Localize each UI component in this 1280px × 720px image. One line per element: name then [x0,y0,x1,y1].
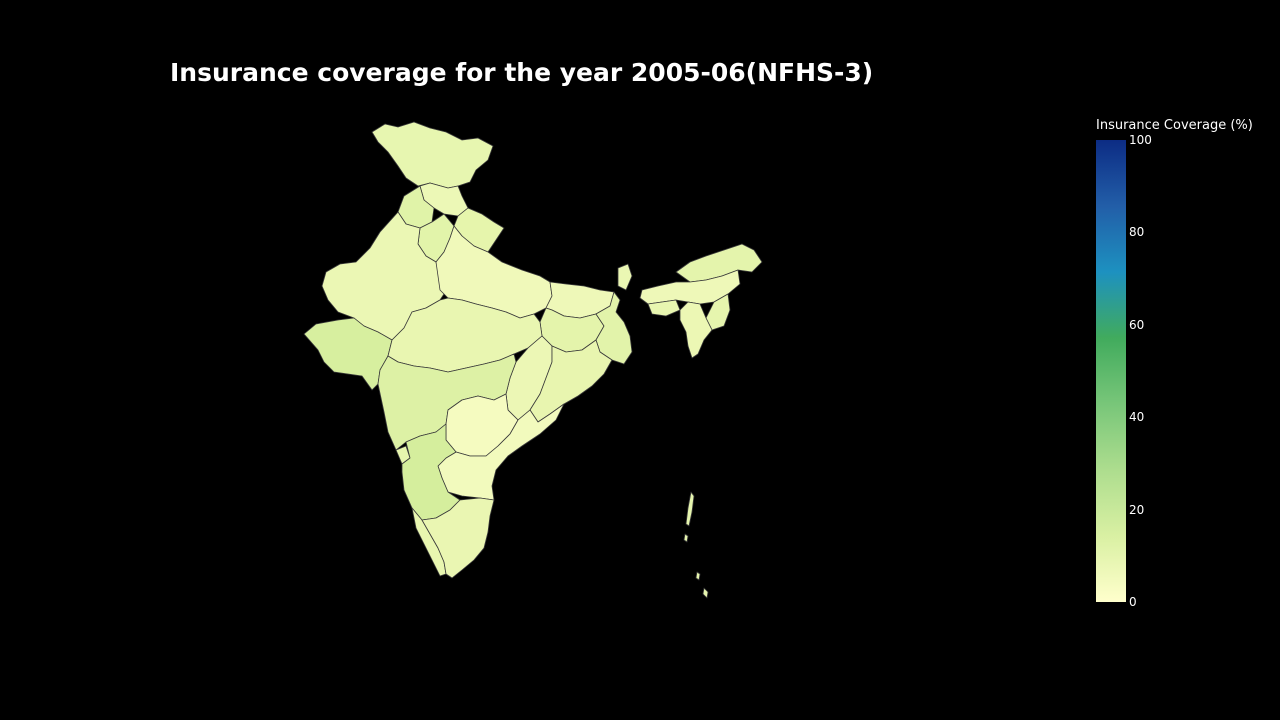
colorbar-title: Insurance Coverage (%) [1096,118,1253,133]
territory-andaman-islands-south[interactable] [683,533,689,543]
colorbar-tick-label: 40 [1129,410,1145,425]
state-tamil-nadu[interactable] [421,497,495,579]
colorbar [1096,140,1126,602]
colorbar-tick-label: 100 [1129,133,1152,147]
colorbar-tick-label: 20 [1129,502,1145,517]
colorbar-tick-label: 80 [1129,225,1145,240]
colorbar-tick-label: 60 [1129,317,1145,332]
territory-nicobar-islands[interactable] [695,571,701,581]
territory-nicobar-islands-south[interactable] [702,587,709,599]
state-karnataka[interactable] [401,423,461,521]
state-west-bengal[interactable] [595,291,633,365]
colorbar-tick-label: 0 [1129,595,1137,609]
state-odisha[interactable] [529,339,613,423]
territory-andaman-islands[interactable] [685,491,695,527]
state-jammu-kashmir[interactable] [371,121,494,189]
map-title: Insurance coverage for the year 2005-06(… [170,58,874,87]
state-mizoram[interactable] [679,301,713,359]
state-arunachal-pradesh[interactable] [675,243,763,283]
state-sikkim[interactable] [617,263,633,291]
